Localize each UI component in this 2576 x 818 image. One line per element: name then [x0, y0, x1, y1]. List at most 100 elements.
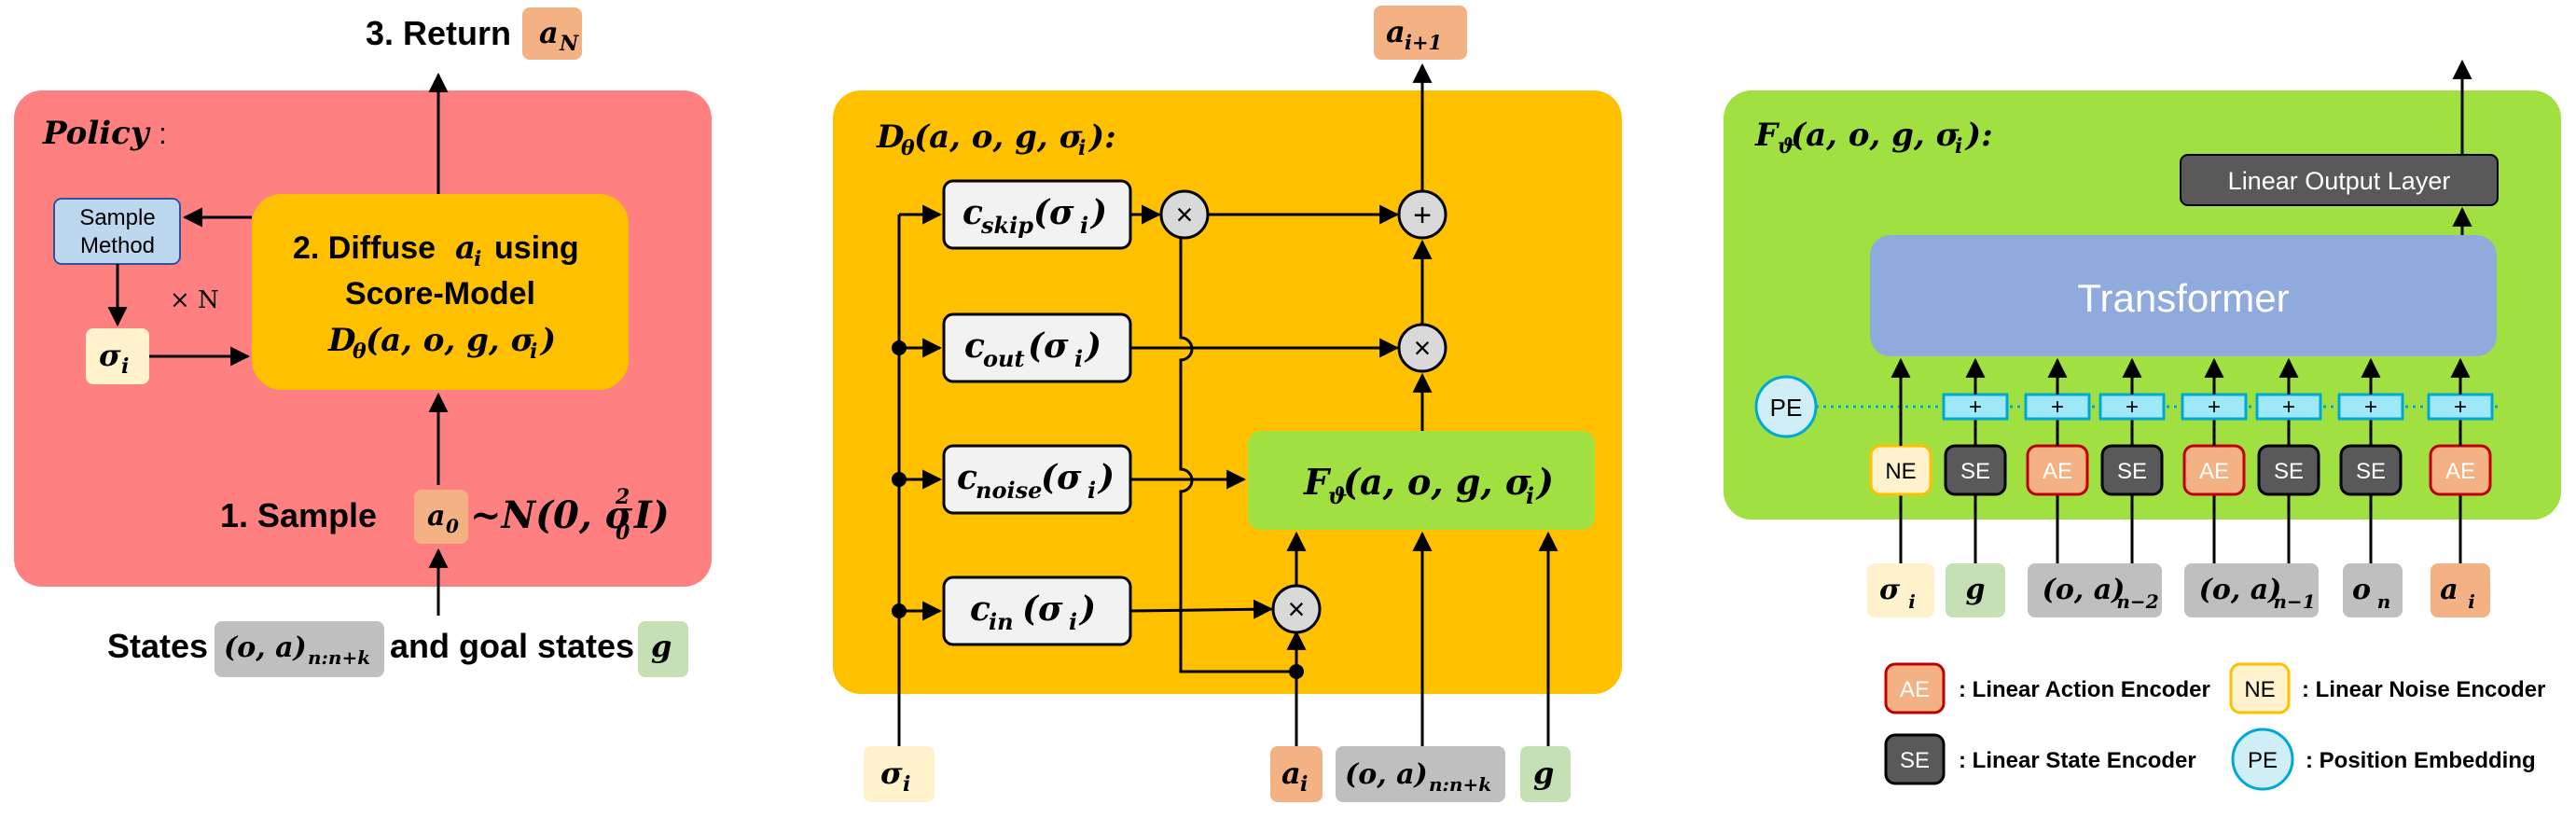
policy-title: Policy	[42, 115, 151, 152]
denoiser-title-args-sub: i	[1078, 136, 1086, 160]
sum-sign: +	[1413, 198, 1432, 233]
plus-box-sign-2: +	[1969, 395, 1982, 420]
plus-box-8	[2427, 393, 2494, 421]
denoiser-output-sub: i+1	[1405, 31, 1442, 54]
diffuse-box	[252, 194, 629, 390]
c-in-arg-sub: i	[1069, 608, 1077, 635]
scorenet-input-sub-3: n−2	[2116, 590, 2158, 613]
denoiser-sigma-box	[864, 746, 935, 802]
plus-box-6	[2255, 393, 2322, 421]
legend-ae-text: : Linear Action Encoder	[1959, 677, 2210, 702]
sample-a0-sub: 0	[446, 515, 459, 537]
encoder-badge-text-5: AE	[2199, 459, 2229, 484]
plus-box-sign-7: +	[2364, 395, 2377, 420]
linear-output-layer-label: Linear Output Layer	[2228, 167, 2451, 195]
diffuse-formula-args: (a, o, g, σ	[366, 322, 535, 359]
token-group: NE SE+AE+SE+AE+SE+SE+AE+σ i g (o, a)n−2 (o, a…	[1867, 357, 2494, 617]
denoiser-ai-var: a	[1281, 756, 1301, 791]
legend-ae-badge-text: AE	[1900, 677, 1930, 702]
scorenet-input-box-3	[2028, 563, 2162, 617]
denoiser-g-var: g	[1533, 756, 1554, 791]
sample-a0-var: a	[427, 500, 445, 533]
scorenet-input-sub-4: n−1	[2273, 590, 2315, 613]
plus-box-sign-8: +	[2454, 395, 2467, 420]
in-multiply-sign: ×	[1288, 592, 1306, 626]
return-action-box	[522, 7, 582, 60]
diffuse-formula-close: )	[539, 322, 556, 359]
f-model-main: F	[1303, 461, 1332, 503]
encoder-badge-text-2: SE	[1960, 459, 1990, 484]
sample-dist: ~N(0, σ	[470, 493, 633, 537]
diffuse-formula-main: D	[327, 322, 356, 359]
goal-label: and goal states	[390, 627, 634, 665]
repeat-n-label: × N	[170, 286, 219, 314]
c-skip-arg-sub: i	[1080, 212, 1088, 239]
c-noise-sub: noise	[976, 477, 1042, 504]
f-model-box	[1248, 431, 1595, 530]
c-in-close: )	[1078, 589, 1096, 629]
denoiser-panel: D θ (a, o, g, σ i ): a i+1 c skip (σ i )…	[833, 6, 1622, 802]
bus-junction-noise	[892, 472, 907, 487]
scorenet-input-main-2: g	[1966, 574, 1986, 606]
legend-ne-text: : Linear Noise Encoder	[2302, 677, 2545, 702]
denoiser-title-main: D	[876, 118, 905, 156]
scorenet-title-sub: ϑ	[1778, 134, 1795, 159]
c-noise-close: )	[1097, 458, 1115, 497]
plus-box-sign-5: +	[2208, 395, 2221, 420]
scorenet-input-box-2	[1946, 563, 2005, 617]
scorenet-input-sub-6: i	[2468, 590, 2475, 613]
plus-box-sign-4: +	[2126, 395, 2139, 420]
sample-a0-box	[414, 490, 468, 544]
policy-panel: Policy : 3. Return a N Sample Method × N…	[14, 7, 712, 677]
denoiser-oa-box	[1336, 746, 1505, 802]
sample-dist-sub: 0	[616, 520, 630, 545]
c-out-sub: out	[983, 345, 1025, 372]
c-skip-arg: (σ	[1033, 193, 1074, 232]
legend-se-badge-text: SE	[1900, 748, 1930, 773]
policy-goal-var: g	[651, 629, 672, 664]
transformer-label: Transformer	[2077, 276, 2289, 320]
plus-box-2	[1942, 393, 2009, 421]
encoder-badge-text-4: SE	[2117, 459, 2147, 484]
denoiser-title-sub: θ	[901, 136, 915, 160]
c-in-sub: in	[989, 608, 1014, 635]
f-model-args-sub: i	[1526, 482, 1534, 509]
policy-goal-box	[638, 621, 688, 677]
policy-sigma-box	[86, 328, 149, 384]
denoiser-oa-var: (o, a)	[1345, 758, 1428, 791]
scorenet-title-close: ):	[1964, 117, 1993, 154]
c-noise-arg: (σ	[1041, 458, 1082, 497]
denoiser-sigma-var: σ	[880, 756, 903, 791]
c-out-arg: (σ	[1028, 326, 1069, 366]
denoiser-ai-box	[1270, 746, 1323, 802]
legend-se-badge	[1884, 733, 1946, 785]
diffuse-formula-sub: θ	[353, 340, 367, 364]
denoiser-output-var: a	[1386, 14, 1406, 49]
policy-sigma-var: σ	[99, 338, 121, 373]
legend-pe-text: : Position Embedding	[2306, 748, 2536, 773]
denoiser-oa-sub: n:n+k	[1429, 773, 1491, 796]
sample-dist-sup: 2	[615, 485, 630, 509]
states-label: States	[107, 627, 208, 665]
denoiser-title-args: (a, o, g, σ	[914, 118, 1084, 156]
c-in-letter: c	[970, 589, 990, 629]
bus-junction-out	[892, 340, 907, 355]
plus-box-sign-6: +	[2282, 395, 2295, 420]
diffuse-var-sub: i	[474, 247, 481, 271]
encoder-badge-text-6: SE	[2274, 459, 2304, 484]
encoder-badge-text-1: NE	[1885, 459, 1916, 484]
scorenet-input-sub-1: i	[1908, 590, 1916, 613]
encoder-badge-text-3: AE	[2043, 459, 2072, 484]
sample-method-line1: Sample	[79, 205, 155, 230]
scorenet-panel: F ϑ (a, o, g, σ i ): Linear Output Layer…	[1724, 59, 2561, 617]
ai-skip-path	[1179, 237, 1298, 723]
policy-sigma-sub: i	[121, 354, 129, 379]
policy-title-colon: :	[159, 117, 167, 150]
denoiser-title-close: ):	[1087, 118, 1116, 156]
states-sub: n:n+k	[308, 646, 370, 669]
diffuse-tail: using	[494, 230, 579, 266]
encoder-badge-text-8: AE	[2445, 459, 2475, 484]
diffuse-var: a	[455, 229, 476, 267]
states-box	[215, 621, 384, 677]
sample-method-line2: Method	[80, 233, 155, 258]
